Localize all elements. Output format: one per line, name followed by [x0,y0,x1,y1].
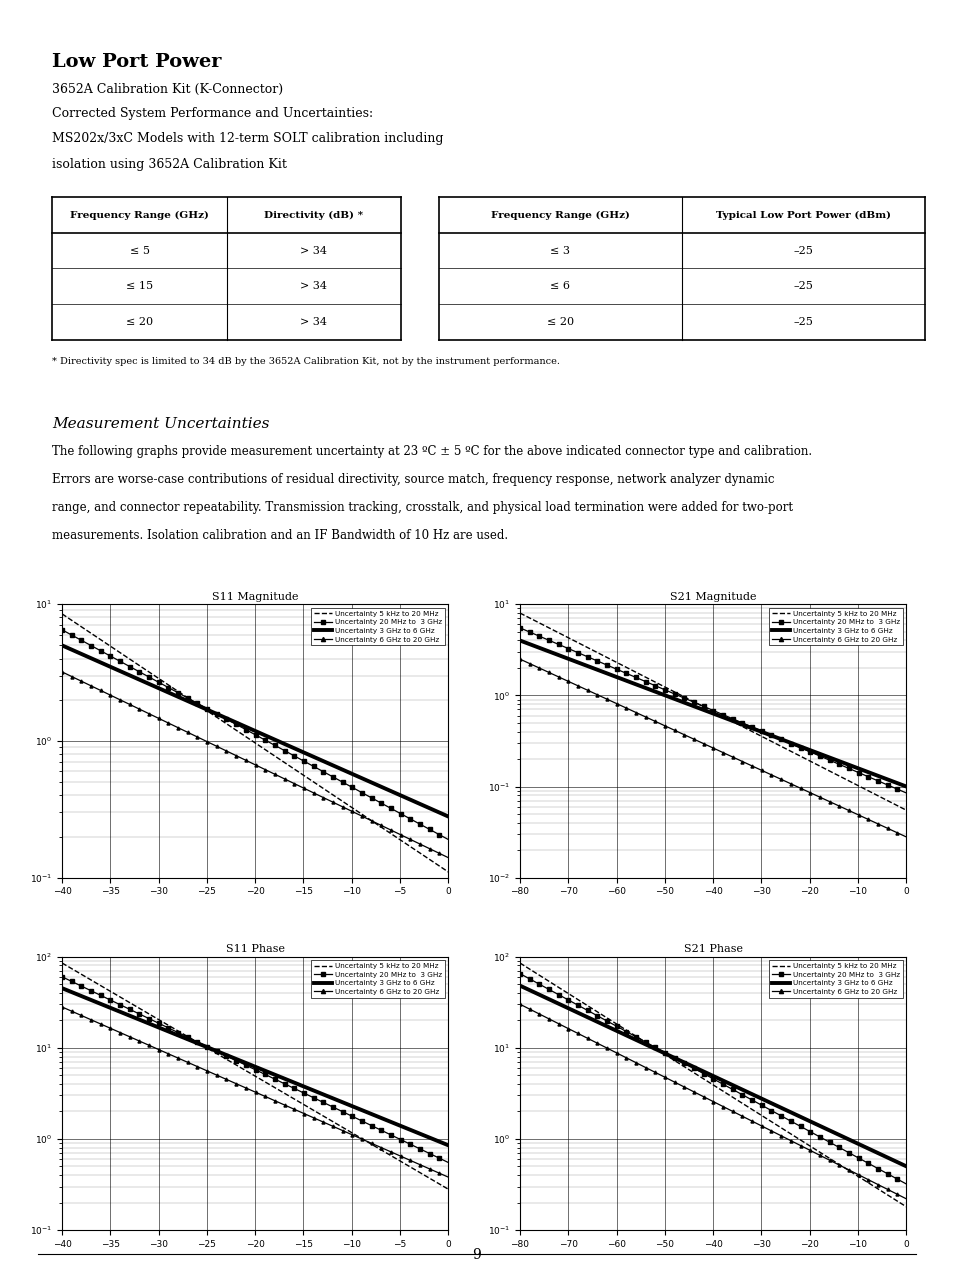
Text: Frequency Range (GHz): Frequency Range (GHz) [491,210,629,220]
Text: Measurement Uncertainties: Measurement Uncertainties [52,417,270,431]
Legend: Uncertainty 5 kHz to 20 MHz, Uncertainty 20 MHz to  3 GHz, Uncertainty 3 GHz to : Uncertainty 5 kHz to 20 MHz, Uncertainty… [768,608,902,645]
Title: S11 Phase: S11 Phase [226,944,284,954]
Text: –25: –25 [793,245,813,256]
Text: > 34: > 34 [300,317,327,327]
Text: ≤ 5: ≤ 5 [130,245,150,256]
Text: ≤ 20: ≤ 20 [126,317,152,327]
Text: Corrected System Performance and Uncertainties:: Corrected System Performance and Uncerta… [52,107,374,120]
Text: MS202x/3xC Models with 12-term SOLT calibration including: MS202x/3xC Models with 12-term SOLT cali… [52,132,443,145]
Text: ≤ 6: ≤ 6 [550,281,570,291]
Legend: Uncertainty 5 kHz to 20 MHz, Uncertainty 20 MHz to  3 GHz, Uncertainty 3 GHz to : Uncertainty 5 kHz to 20 MHz, Uncertainty… [768,960,902,997]
Text: Errors are worse-case contributions of residual directivity, source match, frequ: Errors are worse-case contributions of r… [52,473,774,486]
Text: –25: –25 [793,317,813,327]
Title: S21 Phase: S21 Phase [683,944,741,954]
Text: 9: 9 [472,1248,481,1262]
Title: S21 Magnitude: S21 Magnitude [669,591,756,602]
Text: > 34: > 34 [300,245,327,256]
Text: The following graphs provide measurement uncertainty at 23 ºC ± 5 ºC for the abo: The following graphs provide measurement… [52,445,812,458]
Legend: Uncertainty 5 kHz to 20 MHz, Uncertainty 20 MHz to  3 GHz, Uncertainty 3 GHz to : Uncertainty 5 kHz to 20 MHz, Uncertainty… [311,960,444,997]
Text: Low Port Power: Low Port Power [52,53,222,71]
Text: –25: –25 [793,281,813,291]
Title: S11 Magnitude: S11 Magnitude [212,591,298,602]
Text: Directivity (dB) *: Directivity (dB) * [264,210,363,220]
Text: Frequency Range (GHz): Frequency Range (GHz) [70,210,209,220]
Text: isolation using 3652A Calibration Kit: isolation using 3652A Calibration Kit [52,158,287,170]
Text: ≤ 15: ≤ 15 [126,281,152,291]
Text: * Directivity spec is limited to 34 dB by the 3652A Calibration Kit, not by the : * Directivity spec is limited to 34 dB b… [52,357,559,366]
Text: 3652A Calibration Kit (K-Connector): 3652A Calibration Kit (K-Connector) [52,83,283,95]
Legend: Uncertainty 5 kHz to 20 MHz, Uncertainty 20 MHz to  3 GHz, Uncertainty 3 GHz to : Uncertainty 5 kHz to 20 MHz, Uncertainty… [311,608,444,645]
Text: ≤ 20: ≤ 20 [546,317,574,327]
Text: measurements. Isolation calibration and an IF Bandwidth of 10 Hz are used.: measurements. Isolation calibration and … [52,529,508,542]
Text: > 34: > 34 [300,281,327,291]
Text: ≤ 3: ≤ 3 [550,245,570,256]
Text: range, and connector repeatability. Transmission tracking, crosstalk, and physic: range, and connector repeatability. Tran… [52,501,793,514]
Text: Typical Low Port Power (dBm): Typical Low Port Power (dBm) [716,210,890,220]
